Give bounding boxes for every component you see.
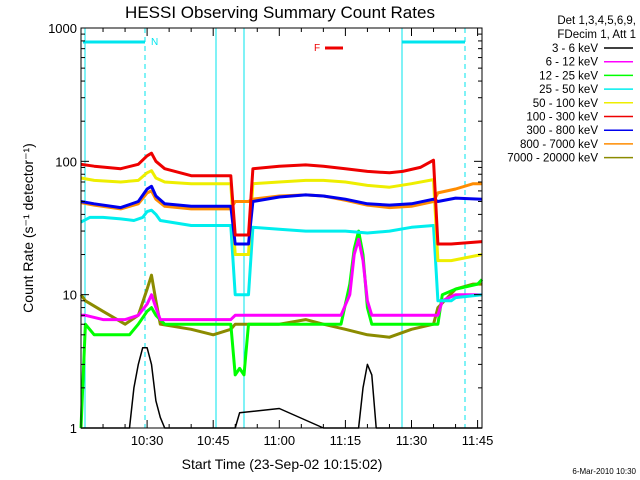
x-tick-label: 10:30 bbox=[131, 433, 164, 448]
series-line bbox=[79, 229, 484, 429]
legend: Det 1,3,4,5,6,9, FDecim 1, Att 1 3 - 6 k… bbox=[507, 15, 636, 165]
flag-label: N bbox=[151, 37, 158, 48]
footer-timestamp: 6-Mar-2010 10:30 bbox=[572, 467, 636, 476]
legend-entry-label: 6 - 12 keV bbox=[546, 57, 599, 69]
y-tick-label: 100 bbox=[55, 154, 77, 169]
y-axis-label: Count Rate (s⁻¹ detector⁻¹) bbox=[20, 143, 36, 313]
x-tick-label: 11:45 bbox=[462, 433, 494, 448]
legend-header-line-1: Det 1,3,4,5,6,9, bbox=[557, 15, 636, 27]
series-line bbox=[80, 151, 483, 246]
y-tick-label: 10 bbox=[63, 288, 77, 303]
legend-entry-label: 100 - 300 keV bbox=[526, 112, 598, 124]
chart-title: HESSI Observing Summary Count Rates bbox=[125, 3, 435, 22]
series-line bbox=[81, 346, 482, 429]
series-layer bbox=[79, 151, 484, 429]
legend-entry-label: 25 - 50 keV bbox=[539, 84, 598, 96]
series-line bbox=[80, 184, 483, 246]
x-tick-label: 11:00 bbox=[264, 433, 296, 448]
legend-header-line-2: FDecim 1, Att 1 bbox=[557, 29, 636, 41]
y-tick-label: 1 bbox=[70, 421, 77, 436]
legend-entry-label: 3 - 6 keV bbox=[552, 43, 598, 55]
x-tick-label: 11:30 bbox=[396, 433, 428, 448]
legend-entry-label: 50 - 100 keV bbox=[533, 98, 599, 110]
x-tick-label: 11:15 bbox=[330, 433, 362, 448]
x-tick-label: 10:45 bbox=[197, 433, 230, 448]
x-axis-label: Start Time (23-Sep-02 10:15:02) bbox=[182, 456, 383, 472]
flag-label: F bbox=[314, 43, 320, 54]
series-line bbox=[80, 208, 483, 303]
legend-entry-label: 300 - 800 keV bbox=[526, 125, 598, 137]
axis-ticks: 1 10 100 1000 10:30 10:45 11:00 11:15 11:30 11:45 bbox=[48, 21, 493, 448]
series-line bbox=[79, 273, 482, 339]
y-tick-label: 1000 bbox=[48, 21, 77, 36]
legend-entry-label: 800 - 7000 keV bbox=[520, 139, 598, 151]
series-line bbox=[81, 237, 482, 322]
legend-entry-label: 7000 - 20000 keV bbox=[507, 153, 598, 165]
legend-entry-label: 12 - 25 keV bbox=[539, 70, 598, 82]
plot-frame bbox=[80, 27, 483, 429]
series-line bbox=[80, 169, 483, 263]
